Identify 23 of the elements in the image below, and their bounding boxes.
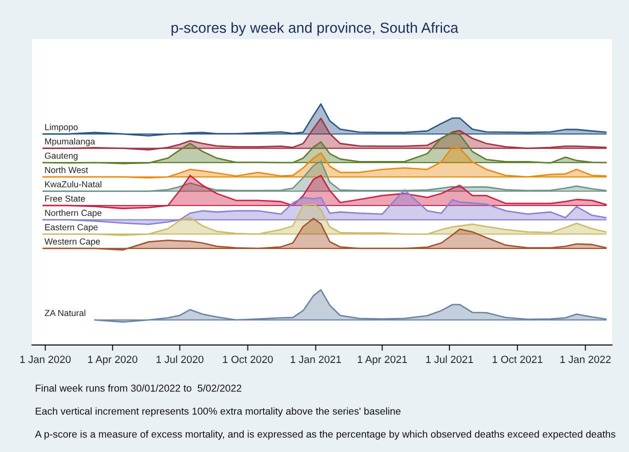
series-label: Western Cape — [44, 238, 100, 246]
x-tick-label: 1 Apr 2021 — [358, 356, 407, 366]
x-tick-label: 1 Jul 2020 — [156, 355, 204, 364]
series-label: Mpumalanga — [45, 138, 96, 146]
x-tick-label: 1 Oct 2020 — [223, 356, 273, 364]
series-label: Free State — [45, 195, 85, 202]
series-label: North West — [45, 166, 88, 174]
series-label: Gauteng — [44, 152, 78, 161]
series-label: Northern Cape — [45, 210, 102, 218]
series-label: Limpopo — [45, 124, 78, 132]
x-tick-label: 1 Jan 2022 — [560, 356, 611, 364]
x-tick-label: 1 Oct 2021 — [492, 356, 542, 364]
x-tick-label: 1 Apr 2020 — [88, 356, 138, 366]
chart-title: p-scores by week and province, South Africa — [172, 22, 458, 36]
text: A p-score is a measure of excess mortality, and is expressed as the percentage by which observed deaths exceed expected deaths — [35, 430, 616, 440]
x-tick-label: 1 Jul 2021 — [426, 355, 473, 364]
text: Final week runs from 30/01/2022 to 5/02/2022 — [36, 384, 242, 392]
series-label: Eastern Cape — [45, 224, 98, 232]
x-tick-label: 1 Jan 2021 — [290, 356, 341, 364]
text: Each vertical increment represents 100% extra mortality above the series' baseline — [36, 407, 401, 417]
series-label: KwaZulu-Natal — [45, 180, 102, 188]
series-label: ZA Natural — [44, 310, 86, 316]
x-tick-label: 1 Jan 2020 — [20, 356, 71, 364]
